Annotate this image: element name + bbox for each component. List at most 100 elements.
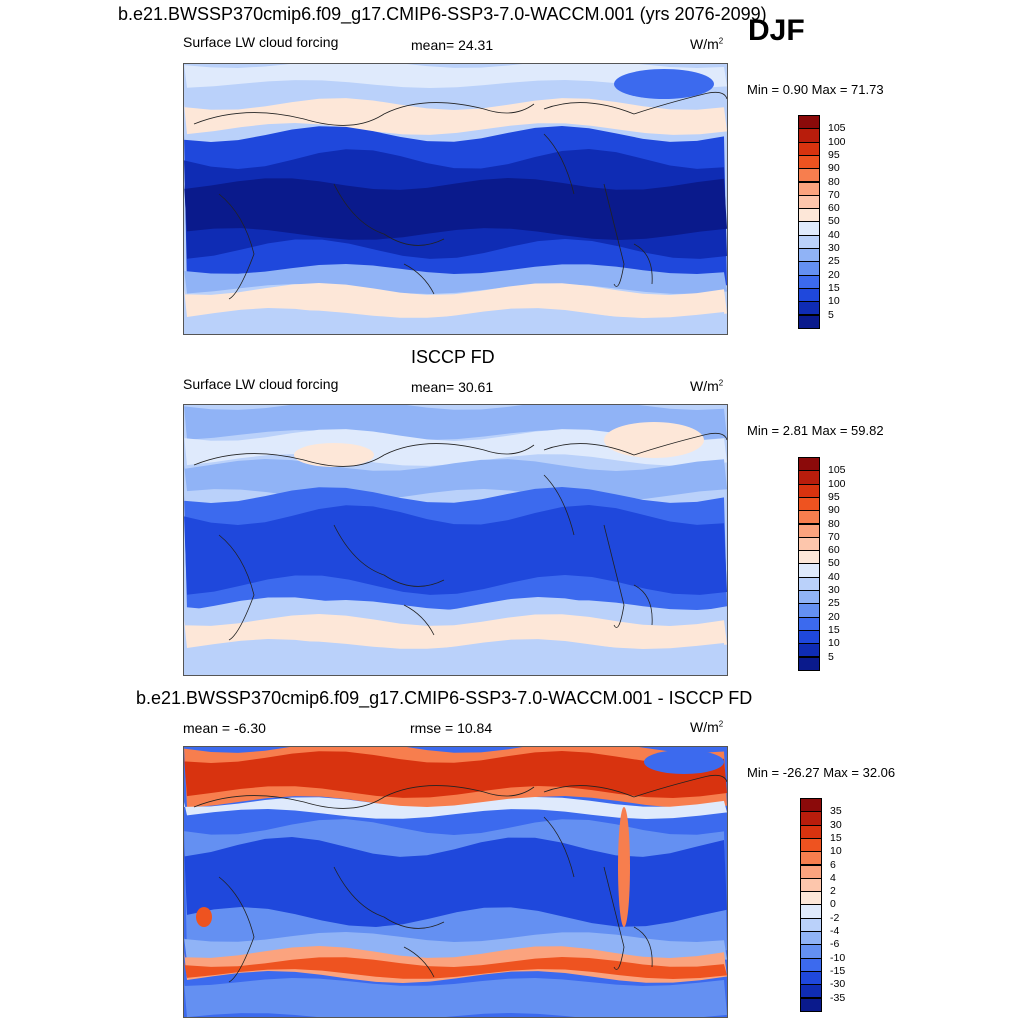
map-model-canvas xyxy=(184,64,727,334)
colorbar-swatch xyxy=(798,261,820,276)
colorbar-label: 35 xyxy=(830,805,842,818)
colorbar-label: 0 xyxy=(830,898,836,911)
coastline xyxy=(218,534,255,641)
colorbar-label: 5 xyxy=(828,650,834,663)
field-band xyxy=(184,429,727,466)
colorbar-label: 70 xyxy=(828,530,840,543)
colorbar-swatch xyxy=(798,168,820,183)
panel-title: b.e21.BWSSP370cmip6.f09_g17.CMIP6-SSP3-7… xyxy=(136,688,753,708)
coastline xyxy=(543,133,575,195)
colorbar-swatch xyxy=(800,957,822,972)
colorbar-swatch xyxy=(798,181,820,196)
colorbar-swatch xyxy=(800,851,822,866)
units-label: W/m2 xyxy=(690,719,724,735)
colorbar-label: 10 xyxy=(828,637,840,650)
coastline xyxy=(193,785,535,809)
colorbar-swatch xyxy=(798,643,820,658)
colorbar-swatch xyxy=(800,824,822,839)
colorbar-swatch xyxy=(800,944,822,959)
colorbar-swatch xyxy=(798,234,820,249)
colorbar-label: 70 xyxy=(828,188,840,201)
rmse-label: rmse = 10.84 xyxy=(410,720,493,736)
colorbar-label: 30 xyxy=(830,818,842,831)
colorbar-label: 10 xyxy=(830,845,842,858)
coastline xyxy=(218,876,255,983)
colorbar-label: 100 xyxy=(828,135,846,148)
colorbar-swatch xyxy=(798,510,820,525)
map-obs xyxy=(183,404,728,676)
colorbar-swatch xyxy=(798,221,820,236)
mean-label: mean= 24.31 xyxy=(411,37,494,53)
coastline xyxy=(403,946,435,978)
coastline xyxy=(193,443,535,467)
colorbar-label: 80 xyxy=(828,517,840,530)
minmax-label: Min = -26.27 Max = 32.06 xyxy=(747,765,896,780)
minmax-label: Min = 2.81 Max = 59.82 xyxy=(747,423,884,438)
field-band xyxy=(184,98,727,135)
coastline xyxy=(543,774,727,798)
colorbar-swatch xyxy=(798,154,820,170)
colorbar-label: 90 xyxy=(828,162,840,175)
field-band xyxy=(184,978,727,1017)
colorbar-swatch xyxy=(798,248,820,263)
field-blob xyxy=(614,69,714,99)
coastline xyxy=(333,524,445,587)
colorbar-label: 105 xyxy=(828,464,846,477)
colorbar-label: 40 xyxy=(828,570,840,583)
field-blob xyxy=(604,422,704,458)
coastline xyxy=(633,584,653,626)
field-band xyxy=(184,837,727,927)
mean-label: mean= 30.61 xyxy=(411,379,494,395)
map-model xyxy=(183,63,728,335)
coastline xyxy=(403,263,435,295)
panel-title: ISCCP FD xyxy=(411,347,495,367)
colorbar-swatch xyxy=(800,864,822,879)
colorbar-swatch xyxy=(800,877,822,893)
colorbar-swatch xyxy=(798,590,820,605)
colorbar-label: 95 xyxy=(828,148,840,161)
colorbar-swatch xyxy=(800,970,822,986)
minmax-label: Min = 0.90 Max = 71.73 xyxy=(747,82,884,97)
field-band xyxy=(184,310,727,334)
colorbar-swatch xyxy=(798,576,820,591)
colorbar-swatch xyxy=(798,274,820,289)
units-label: W/m2 xyxy=(690,36,724,52)
main-title: b.e21.BWSSP370cmip6.f09_g17.CMIP6-SSP3-7… xyxy=(118,4,767,24)
field-blob xyxy=(196,907,212,927)
field-band xyxy=(184,178,727,240)
colorbar-label: 105 xyxy=(828,122,846,135)
colorbar-label: 60 xyxy=(828,544,840,557)
colorbar-swatch xyxy=(798,523,820,538)
coastline xyxy=(193,102,535,126)
colorbar-swatch xyxy=(800,811,822,826)
colorbar-label: 50 xyxy=(828,215,840,228)
field-blob xyxy=(618,807,630,927)
colorbar-swatch xyxy=(798,616,820,631)
coastline xyxy=(403,604,435,636)
field-band xyxy=(184,505,727,595)
coastline xyxy=(543,91,727,115)
units-label: W/m2 xyxy=(690,378,724,394)
colorbar-label: -35 xyxy=(830,991,846,1004)
map-diff-canvas xyxy=(184,747,727,1017)
coastline xyxy=(543,432,727,456)
colorbar-swatch xyxy=(798,536,820,552)
colorbar-label: 4 xyxy=(830,871,836,884)
field-band xyxy=(184,932,727,962)
coastline xyxy=(333,183,445,246)
colorbar-swatch xyxy=(798,208,820,223)
colorbar-label: 95 xyxy=(828,490,840,503)
colorbar-swatch xyxy=(800,917,822,932)
field-band xyxy=(184,946,727,983)
colorbar-label: 30 xyxy=(828,584,840,596)
map-diff xyxy=(183,746,728,1018)
colorbar-label: -2 xyxy=(830,911,840,924)
colorbar-swatch xyxy=(798,629,820,645)
field-band xyxy=(184,264,727,294)
colorbar-label: -6 xyxy=(830,938,840,951)
colorbar-label: 100 xyxy=(828,477,846,490)
colorbar-swatch xyxy=(798,563,820,578)
colorbar-label: 6 xyxy=(830,858,836,871)
coastline xyxy=(633,243,653,285)
colorbar-label: 5 xyxy=(828,308,834,321)
